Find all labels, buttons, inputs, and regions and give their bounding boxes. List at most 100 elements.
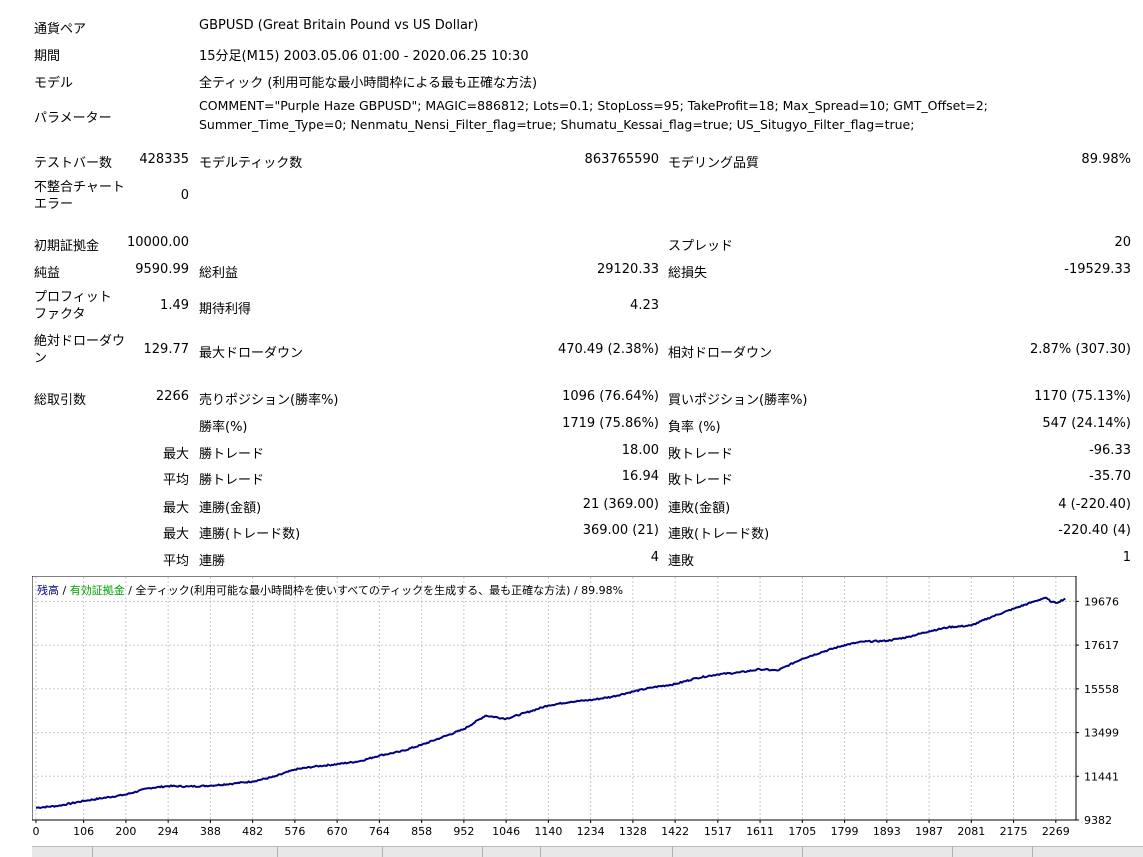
pf-value: 1.49 xyxy=(160,298,189,313)
max-dd-value: 470.49 (2.38%) xyxy=(557,342,659,357)
chart-legend: 残高 / 有効証拠金 / 全ティック(利用可能な最小時間枠を使いすべてのティック… xyxy=(37,583,623,597)
x-tick-label: 0 xyxy=(33,825,40,838)
deposit-label: 初期証拠金 xyxy=(34,239,100,254)
gross-profit-value: 29120.33 xyxy=(596,262,659,277)
short-label: 売りポジション(勝率%) xyxy=(199,393,339,408)
win-value: 1719 (75.86%) xyxy=(562,416,659,431)
rel-dd-label: 相対ドローダウン xyxy=(668,346,773,361)
quality-label: モデリング品質 xyxy=(668,156,760,171)
x-axis: 0 106 200 294 388 482 576 670 764 858 952 1046 1140 1… xyxy=(33,820,1070,838)
x-tick-label: 200 xyxy=(115,825,136,838)
max-loss-label: 敗トレード xyxy=(668,447,734,462)
ticks-value: 863765590 xyxy=(584,152,659,167)
model-value: 全ティック (利用可能な最小時間枠による最も正確な方法) xyxy=(199,76,538,91)
column-separator xyxy=(1032,847,1033,857)
gross-loss-value: -19529.33 xyxy=(1064,262,1131,277)
short-value: 1096 (76.64%) xyxy=(562,389,659,404)
cons-loss-cnt-label: 連敗(トレード数) xyxy=(668,527,770,542)
mismatch-label: 不整合チャートエラー xyxy=(34,180,125,212)
bars-label: テストバー数 xyxy=(34,156,113,171)
avg-cons-win-value: 4 xyxy=(650,550,659,565)
cons-win-amt-label: 連勝(金額) xyxy=(199,501,262,516)
x-tick-label: 670 xyxy=(327,825,348,838)
trades-value: 2266 xyxy=(155,389,189,404)
rel-dd-value: 2.87% (307.30) xyxy=(1029,342,1131,357)
avg-cons-win-label: 連勝 xyxy=(199,554,226,569)
max-label-1: 最大 xyxy=(162,447,189,462)
x-tick-label: 858 xyxy=(411,825,432,838)
cons-win-amt-value: 21 (369.00) xyxy=(582,497,659,512)
net-label: 純益 xyxy=(34,266,61,281)
x-tick-label: 294 xyxy=(158,825,179,838)
plot-area xyxy=(32,576,1077,821)
x-tick-label: 1705 xyxy=(788,825,816,838)
avg-win-label: 勝トレード xyxy=(199,473,265,488)
gross-profit-label: 総利益 xyxy=(199,266,239,281)
legend-model-desc: 全ティック(利用可能な最小時間枠を使いすべてのティックを生成する、最も正確な方法… xyxy=(135,583,570,597)
balance-chart-svg: 9382 11441 13499 15558 17617 19676 0 106 200 294… xyxy=(32,576,1119,838)
params-label: パラメーター xyxy=(34,111,112,126)
bars-value: 428335 xyxy=(139,152,189,167)
max-label-3: 最大 xyxy=(162,527,189,542)
pair-value: GBPUSD (Great Britain Pound vs US Dollar… xyxy=(199,18,479,33)
x-tick-label: 482 xyxy=(242,825,263,838)
x-tick-label: 2175 xyxy=(1000,825,1028,838)
abs-dd-label: 絶対ドローダウン xyxy=(34,334,126,366)
legend-sep-3: / xyxy=(570,584,581,597)
spread-value: 20 xyxy=(1114,235,1131,250)
net-value: 9590.99 xyxy=(135,262,189,277)
column-separator xyxy=(672,847,673,857)
period-label: 期間 xyxy=(34,49,61,64)
cons-loss-cnt-value: -220.40 (4) xyxy=(1058,523,1131,538)
params-line-2: Summer_Time_Type=0; Nenmatu_Nensi_Filter… xyxy=(199,117,915,132)
x-tick-label: 1987 xyxy=(915,825,943,838)
pair-label: 通貨ペア xyxy=(34,22,87,37)
legend-sep-1: / xyxy=(59,584,70,597)
expected-label: 期待利得 xyxy=(199,302,252,317)
long-value: 1170 (75.13%) xyxy=(1034,389,1131,404)
column-separator xyxy=(277,847,278,857)
x-tick-label: 1046 xyxy=(492,825,520,838)
balance-line xyxy=(35,596,1066,809)
x-tick-label: 952 xyxy=(453,825,474,838)
legend-equity: 有効証拠金 xyxy=(70,583,125,597)
cons-loss-amt-value: 4 (-220.40) xyxy=(1058,497,1131,512)
x-tick-label: 2081 xyxy=(957,825,985,838)
avg-loss-label: 敗トレード xyxy=(668,473,734,488)
y-tick-label: 13499 xyxy=(1084,727,1119,740)
x-tick-label: 2269 xyxy=(1042,825,1070,838)
balance-chart: 9382 11441 13499 15558 17617 19676 0 106 200 294… xyxy=(32,576,1143,846)
y-tick-label: 15558 xyxy=(1084,683,1119,696)
max-label-2: 最大 xyxy=(162,501,189,516)
y-axis: 9382 11441 13499 15558 17617 19676 xyxy=(1076,595,1119,827)
params-line-1: COMMENT="Purple Haze GBPUSD"; MAGIC=8868… xyxy=(199,98,988,113)
win-label: 勝率(%) xyxy=(199,420,248,435)
y-tick-label: 9382 xyxy=(1084,814,1112,827)
x-tick-label: 576 xyxy=(284,825,305,838)
column-separator xyxy=(952,847,953,857)
x-tick-label: 1611 xyxy=(746,825,774,838)
trade-list-header xyxy=(32,846,1143,857)
spread-label: スプレッド xyxy=(668,239,734,254)
pf-label: プロフィットファクタ xyxy=(34,290,112,322)
y-tick-label: 11441 xyxy=(1084,770,1119,783)
max-win-label: 勝トレード xyxy=(199,447,265,462)
column-separator xyxy=(482,847,483,857)
max-dd-label: 最大ドローダウン xyxy=(199,346,304,361)
x-tick-label: 388 xyxy=(200,825,221,838)
x-tick-label: 764 xyxy=(369,825,390,838)
expected-value: 4.23 xyxy=(630,298,659,313)
grid xyxy=(33,577,1075,819)
x-tick-label: 1799 xyxy=(831,825,859,838)
column-separator xyxy=(382,847,383,857)
legend-sep-2: / xyxy=(125,584,136,597)
x-tick-label: 1422 xyxy=(661,825,689,838)
cons-win-cnt-value: 369.00 (21) xyxy=(582,523,659,538)
column-separator xyxy=(92,847,93,857)
column-separator xyxy=(802,847,803,857)
column-separator xyxy=(540,847,541,857)
loss-label: 負率 (%) xyxy=(668,420,721,435)
x-tick-label: 1893 xyxy=(873,825,901,838)
x-tick-label: 1328 xyxy=(619,825,647,838)
loss-value: 547 (24.14%) xyxy=(1042,416,1131,431)
